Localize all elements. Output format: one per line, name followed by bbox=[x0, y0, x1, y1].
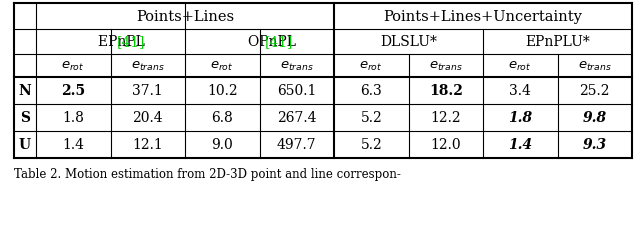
Text: $e_{\mathregular{rot}}$: $e_{\mathregular{rot}}$ bbox=[211, 60, 234, 73]
Text: 1.4: 1.4 bbox=[508, 138, 532, 152]
Text: $e_{\mathregular{trans}}$: $e_{\mathregular{trans}}$ bbox=[280, 60, 314, 73]
Text: 5.2: 5.2 bbox=[360, 111, 382, 125]
Text: Points+Lines: Points+Lines bbox=[136, 10, 234, 24]
Text: $e_{\mathregular{trans}}$: $e_{\mathregular{trans}}$ bbox=[578, 60, 612, 73]
Text: 12.1: 12.1 bbox=[132, 138, 163, 152]
Text: 25.2: 25.2 bbox=[579, 84, 610, 98]
Text: 267.4: 267.4 bbox=[277, 111, 317, 125]
Text: 6.8: 6.8 bbox=[211, 111, 233, 125]
Text: 10.2: 10.2 bbox=[207, 84, 237, 98]
Text: 9.8: 9.8 bbox=[582, 111, 607, 125]
Text: 1.4: 1.4 bbox=[62, 138, 84, 152]
Text: 650.1: 650.1 bbox=[277, 84, 316, 98]
Text: Points+Lines+Uncertainty: Points+Lines+Uncertainty bbox=[383, 10, 582, 24]
Text: EPnPLU*: EPnPLU* bbox=[525, 35, 590, 49]
Text: $e_{\mathregular{trans}}$: $e_{\mathregular{trans}}$ bbox=[131, 60, 164, 73]
Text: 9.0: 9.0 bbox=[211, 138, 233, 152]
Text: 12.2: 12.2 bbox=[431, 111, 461, 125]
Text: EPnPL: EPnPL bbox=[99, 35, 150, 49]
Text: [41]: [41] bbox=[116, 35, 145, 49]
Text: 6.3: 6.3 bbox=[360, 84, 382, 98]
Text: U: U bbox=[19, 138, 31, 152]
Text: 2.5: 2.5 bbox=[61, 84, 85, 98]
Text: 497.7: 497.7 bbox=[277, 138, 317, 152]
Text: 37.1: 37.1 bbox=[132, 84, 163, 98]
Text: $e_{\mathregular{trans}}$: $e_{\mathregular{trans}}$ bbox=[429, 60, 463, 73]
Text: 20.4: 20.4 bbox=[132, 111, 163, 125]
Text: 5.2: 5.2 bbox=[360, 138, 382, 152]
Text: N: N bbox=[19, 84, 31, 98]
Text: 3.4: 3.4 bbox=[509, 84, 531, 98]
Text: 1.8: 1.8 bbox=[62, 111, 84, 125]
Text: 18.2: 18.2 bbox=[429, 84, 463, 98]
Text: 9.3: 9.3 bbox=[582, 138, 607, 152]
Text: $e_{\mathregular{rot}}$: $e_{\mathregular{rot}}$ bbox=[61, 60, 85, 73]
Text: DLSLU*: DLSLU* bbox=[380, 35, 437, 49]
Text: OPnPL: OPnPL bbox=[248, 35, 300, 49]
Text: $e_{\mathregular{rot}}$: $e_{\mathregular{rot}}$ bbox=[508, 60, 532, 73]
Text: 1.8: 1.8 bbox=[508, 111, 532, 125]
Text: Table 2. Motion estimation from 2D-3D point and line correspon-: Table 2. Motion estimation from 2D-3D po… bbox=[14, 167, 401, 180]
Text: [41]: [41] bbox=[265, 35, 294, 49]
Text: $e_{\mathregular{rot}}$: $e_{\mathregular{rot}}$ bbox=[360, 60, 383, 73]
Text: 12.0: 12.0 bbox=[431, 138, 461, 152]
Text: S: S bbox=[20, 111, 30, 125]
